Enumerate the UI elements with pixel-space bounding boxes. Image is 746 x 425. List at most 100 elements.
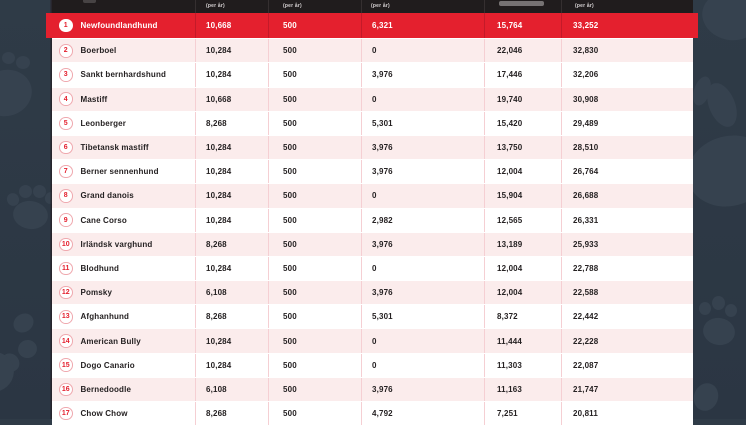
cost-value: 26,764 — [561, 160, 693, 184]
header-sub-label: (per år) — [283, 3, 302, 9]
rank-badge: 1 — [59, 18, 73, 33]
table-row: 4 Mastiff 10,668 500 0 19,740 30,908 — [52, 86, 693, 111]
header-cell-col2: (per år) — [268, 0, 361, 14]
rank-badge: 9 — [59, 213, 73, 227]
table-row: 7 Berner sennenhund 10,284 500 3,976 12,004 26… — [52, 159, 693, 184]
cost-value: 11,303 — [484, 353, 561, 377]
cost-value: 6,108 — [195, 281, 268, 305]
cost-value: 500 — [268, 377, 361, 401]
cost-value: 22,046 — [484, 39, 561, 63]
header-cell-col3: (per år) — [361, 0, 484, 14]
breed-name: Grand danois — [80, 191, 134, 201]
breed-name: Pomsky — [80, 288, 113, 298]
rank-badge: 12 — [59, 285, 73, 300]
cost-value: 25,933 — [561, 232, 693, 256]
paw-print-icon — [712, 296, 725, 310]
rank-badge: 11 — [59, 261, 73, 276]
cost-value: 13,750 — [484, 135, 561, 160]
breed-name: Chow Chow — [80, 409, 128, 419]
cost-value: 500 — [268, 208, 361, 232]
cost-value: 12,565 — [484, 208, 561, 232]
cost-value: 5,301 — [361, 305, 484, 329]
cost-value: 500 — [268, 160, 361, 184]
cost-value: 12,004 — [484, 160, 561, 184]
rank-badge: 3 — [59, 68, 73, 82]
clipped-header-text — [83, 0, 96, 3]
rank-badge: 6 — [59, 140, 73, 155]
table-row: 14 American Bully 10,284 500 0 11,444 22,228 — [52, 328, 693, 353]
cost-value: 10,668 — [195, 13, 268, 39]
rank-badge: 8 — [59, 189, 73, 203]
cost-value: 500 — [268, 13, 361, 39]
cost-value: 6,108 — [195, 377, 268, 401]
breed-name: Tibetansk mastiff — [80, 143, 149, 153]
cost-value: 8,372 — [484, 305, 561, 329]
cost-value: 8,268 — [195, 232, 268, 256]
cost-value: 500 — [268, 87, 361, 111]
breed-name: Mastiff — [80, 94, 108, 104]
header-sub-label: (per år) — [575, 3, 594, 9]
cost-value: 32,206 — [561, 63, 693, 87]
cost-value: 0 — [361, 353, 484, 377]
cost-value: 22,228 — [561, 329, 693, 353]
paw-print-icon — [15, 337, 40, 361]
header-sub-label: (per år) — [371, 3, 390, 9]
cost-value: 29,489 — [561, 111, 693, 135]
breed-name: Irländsk varghund — [80, 239, 153, 249]
breed-name: Cane Corso — [80, 215, 127, 225]
cost-value: 26,688 — [561, 184, 693, 208]
cost-value: 15,904 — [484, 184, 561, 208]
breed-name: American Bully — [80, 336, 141, 346]
table-row: 13 Afghanhund 8,268 500 5,301 8,372 22,442 — [52, 304, 693, 329]
cost-value: 500 — [268, 184, 361, 208]
cost-value: 8,268 — [195, 111, 268, 135]
breed-name: Bernedoodle — [80, 384, 132, 394]
table-row: 16 Bernedoodle 6,108 500 3,976 11,163 21,747 — [52, 376, 693, 401]
paw-print-icon — [19, 185, 32, 198]
cost-value: 500 — [268, 39, 361, 63]
breed-name: Dogo Canario — [80, 360, 135, 370]
cost-value: 500 — [268, 305, 361, 329]
paw-print-icon — [9, 309, 38, 337]
cost-value: 4,792 — [361, 402, 484, 425]
table-row: 6 Tibetansk mastiff 10,284 500 3,976 13,750 28… — [52, 134, 693, 160]
cost-value: 26,331 — [561, 208, 693, 232]
rank-badge: 5 — [59, 116, 73, 131]
cost-value: 11,444 — [484, 329, 561, 353]
cost-value: 500 — [268, 402, 361, 425]
cost-value: 10,284 — [195, 39, 268, 63]
cost-value: 3,976 — [361, 377, 484, 401]
table-row: 9 Cane Corso 10,284 500 2,982 12,565 26,331 — [52, 207, 693, 232]
cost-value: 32,830 — [561, 39, 693, 63]
cost-value: 500 — [268, 281, 361, 305]
cost-value: 22,788 — [561, 256, 693, 281]
paw-print-icon — [697, 0, 746, 46]
paw-print-icon — [0, 64, 38, 122]
cost-value: 19,740 — [484, 87, 561, 111]
cost-value: 10,284 — [195, 329, 268, 353]
rank-badge: 15 — [59, 358, 73, 372]
paw-print-icon — [725, 304, 737, 317]
cost-value: 30,908 — [561, 87, 693, 111]
cost-value: 10,284 — [195, 160, 268, 184]
cost-value: 500 — [268, 353, 361, 377]
cost-value: 12,004 — [484, 256, 561, 281]
breed-name: Afghanhund — [80, 312, 130, 322]
cost-value: 10,284 — [195, 63, 268, 87]
breed-name: Sankt bernhardshund — [80, 70, 167, 80]
cost-value: 20,811 — [561, 402, 693, 425]
clipped-header-text — [499, 1, 544, 6]
header-cell-breed — [52, 0, 195, 13]
cost-value: 15,764 — [484, 13, 561, 39]
breed-name: Blodhund — [80, 263, 120, 273]
cost-value: 12,004 — [484, 281, 561, 305]
table-row: 3 Sankt bernhardshund 10,284 500 3,976 17,446… — [52, 62, 693, 87]
paw-print-icon — [33, 185, 46, 198]
table-row: 8 Grand danois 10,284 500 0 15,904 26,688 — [52, 183, 693, 208]
cost-value: 22,588 — [561, 281, 693, 305]
cost-value: 3,976 — [361, 63, 484, 87]
cost-value: 500 — [268, 135, 361, 160]
breed-name: Boerboel — [80, 46, 117, 56]
paw-print-icon — [11, 198, 50, 232]
cost-value: 15,420 — [484, 111, 561, 135]
